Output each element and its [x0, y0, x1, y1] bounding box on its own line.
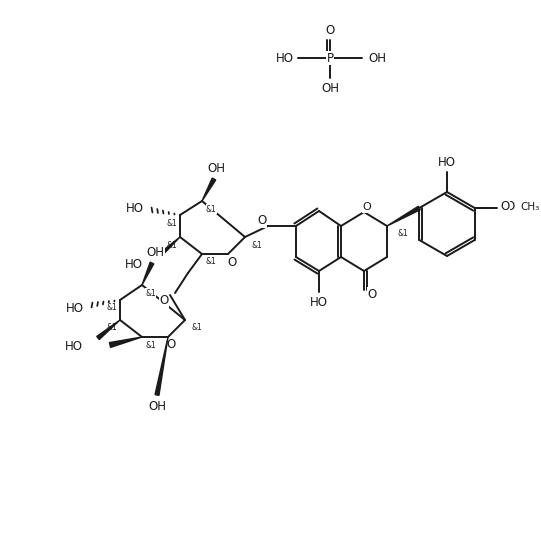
Text: &1: &1: [106, 303, 117, 312]
Text: OH: OH: [321, 82, 339, 94]
Text: OH: OH: [146, 246, 164, 260]
Polygon shape: [109, 337, 142, 348]
Text: O: O: [325, 25, 335, 37]
Text: OH: OH: [148, 400, 166, 414]
Polygon shape: [97, 320, 120, 340]
Text: O: O: [500, 200, 509, 214]
Polygon shape: [157, 237, 180, 259]
Text: O: O: [167, 338, 176, 351]
Text: HO: HO: [65, 340, 83, 352]
Text: HO: HO: [276, 52, 294, 64]
Text: O: O: [367, 287, 377, 301]
Text: &1: &1: [205, 257, 216, 266]
Text: HO: HO: [66, 302, 84, 314]
Text: P: P: [327, 52, 333, 64]
Text: &1: &1: [145, 288, 156, 297]
Text: &1: &1: [191, 324, 202, 333]
Text: O: O: [160, 295, 169, 308]
Text: O: O: [227, 255, 236, 269]
Text: O: O: [506, 200, 515, 214]
Text: HO: HO: [438, 156, 456, 168]
Text: O: O: [258, 214, 267, 228]
Text: CH₃: CH₃: [521, 202, 540, 212]
Text: HO: HO: [125, 259, 143, 271]
Polygon shape: [387, 206, 420, 226]
Text: OH: OH: [207, 163, 225, 175]
Text: O: O: [362, 202, 371, 212]
Polygon shape: [142, 262, 154, 285]
Text: &1: &1: [166, 240, 177, 249]
Text: &1: &1: [251, 240, 262, 249]
Polygon shape: [202, 178, 216, 201]
Polygon shape: [155, 337, 168, 395]
Text: &1: &1: [166, 219, 177, 228]
Text: CH₃: CH₃: [520, 202, 539, 212]
Text: OH: OH: [368, 52, 386, 64]
Text: &1: &1: [397, 230, 408, 238]
Text: HO: HO: [310, 296, 328, 310]
Text: &1: &1: [106, 324, 117, 333]
Text: &1: &1: [206, 205, 217, 214]
Text: HO: HO: [126, 201, 144, 214]
Text: &1: &1: [145, 341, 156, 350]
